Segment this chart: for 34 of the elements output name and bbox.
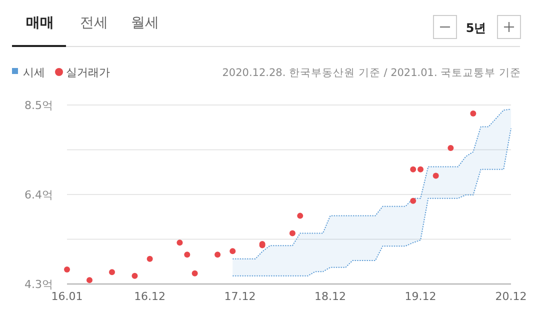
y-tick-label: 6.4억 <box>24 188 53 202</box>
point <box>230 248 236 254</box>
text: 월세 <box>131 15 159 31</box>
legend-label: 실거래가 <box>66 66 110 79</box>
point <box>146 256 153 262</box>
text: 매매 <box>26 15 54 31</box>
point <box>410 166 416 172</box>
x-tick-label: 16.01 <box>51 290 83 303</box>
point <box>418 166 424 172</box>
text: 5년 <box>466 21 486 35</box>
text: 전세 <box>80 15 108 31</box>
legend-label: 시세 <box>23 66 45 79</box>
point <box>192 270 198 276</box>
point <box>432 172 439 179</box>
text: 2020.12.28. 한국부동산원 기준 / 2021.01. 국토교통부 기준 <box>222 67 521 79</box>
point <box>410 198 416 204</box>
point <box>132 272 138 279</box>
point <box>289 230 296 236</box>
x-tick-label: 16.12 <box>134 290 166 303</box>
point <box>448 145 454 152</box>
y-tick-label: 8.5억 <box>24 98 53 112</box>
point <box>184 252 190 258</box>
point <box>108 269 115 276</box>
x-tick-label: 17.12 <box>224 290 256 303</box>
point <box>86 277 92 284</box>
point <box>297 212 304 219</box>
point <box>176 240 183 246</box>
x-tick-label: 18.12 <box>314 290 346 303</box>
x-tick-label: 19.12 <box>404 290 436 303</box>
point <box>470 110 476 117</box>
point <box>64 266 70 273</box>
point <box>214 252 221 258</box>
y-tick-label: 4.3억 <box>24 278 53 291</box>
x-tick-label: 20.12 <box>495 290 527 303</box>
